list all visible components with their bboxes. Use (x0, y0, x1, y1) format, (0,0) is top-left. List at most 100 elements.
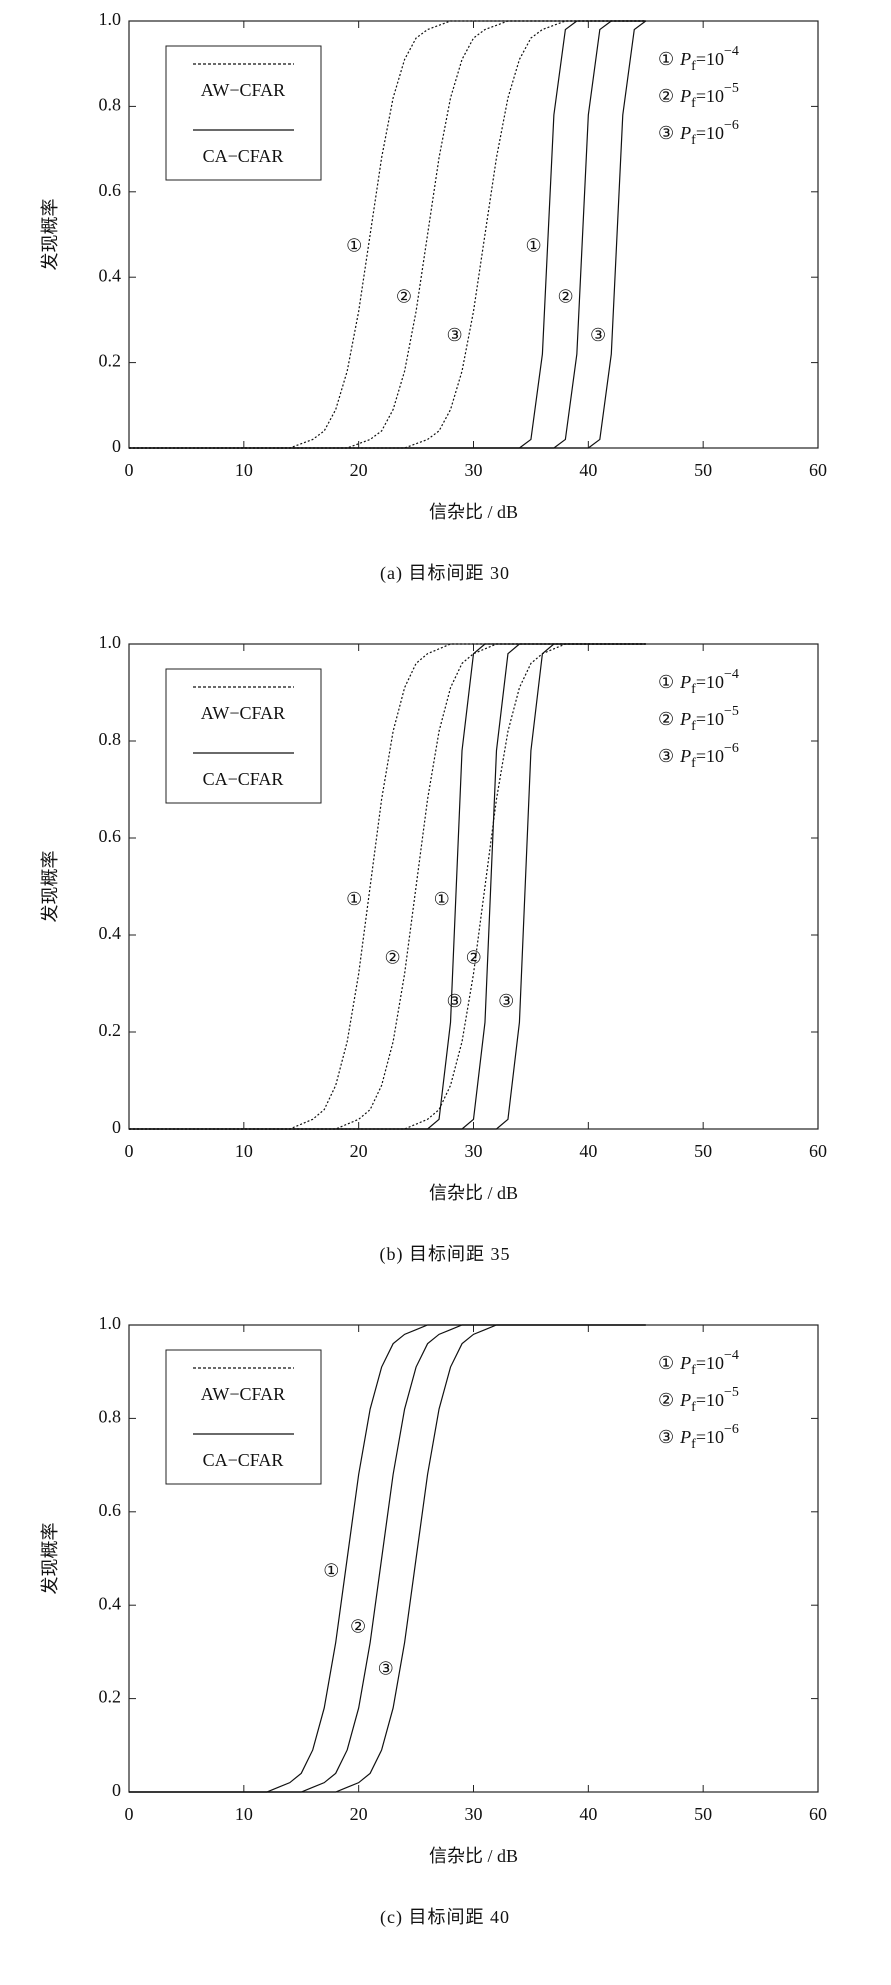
y-tick-label: 0.6 (99, 180, 122, 200)
x-axis-title: 信杂比 / dB (429, 1183, 518, 1203)
curve-label: ② (384, 947, 400, 967)
pf-marker: ③ (658, 1427, 674, 1447)
curve-label: ① (434, 889, 450, 909)
caption: (c) 目标间距 40 (380, 1907, 510, 1928)
pf-symbol: P (679, 709, 691, 729)
pf-base: =10 (696, 1353, 724, 1373)
y-tick-label: 0.4 (99, 923, 122, 943)
pf-subscript: f (691, 1363, 696, 1378)
pf-exponent: −6 (724, 118, 739, 133)
x-tick-label: 60 (809, 1804, 827, 1824)
curve-label: ① (346, 889, 362, 909)
x-tick-label: 0 (125, 460, 134, 480)
detection-curve (129, 643, 646, 1130)
curve-label: ② (396, 287, 412, 307)
y-axis-title: 发现概率 (40, 1523, 60, 1595)
pf-marker: ③ (658, 123, 674, 143)
pf-symbol: P (679, 672, 691, 692)
curve-label: ① (346, 235, 362, 255)
pf-marker: ③ (658, 746, 674, 766)
chart-panel: 0 10 20 30 40 50 60 0 0.2 0.4 0.6 0.8 1.0 信杂比 / dB 发现概… (40, 9, 827, 584)
pf-exponent: −5 (724, 704, 739, 719)
detection-curve (129, 643, 646, 1130)
pf-marker: ② (658, 709, 674, 729)
pf-subscript: f (691, 756, 696, 771)
pf-base: =10 (696, 672, 724, 692)
x-tick-label: 10 (235, 460, 253, 480)
legend-label: CA−CFAR (203, 1450, 284, 1470)
y-tick-label: 0.2 (99, 1687, 122, 1707)
pf-marker: ① (658, 49, 674, 69)
detection-curve (129, 20, 647, 449)
pf-base: =10 (696, 86, 724, 106)
y-tick-label: 0.2 (99, 351, 122, 371)
x-tick-label: 40 (579, 460, 597, 480)
pf-symbol: P (679, 123, 691, 143)
y-tick-label: 1.0 (99, 632, 122, 652)
pf-base: =10 (696, 49, 724, 69)
x-tick-label: 0 (125, 1804, 134, 1824)
y-tick-label: 0.2 (99, 1020, 122, 1040)
chart-panel: 0 10 20 30 40 50 60 0 0.2 0.4 0.6 0.8 1.0 信杂比 / dB 发现概… (40, 1313, 827, 1928)
pf-exponent: −4 (724, 1348, 739, 1363)
x-tick-label: 10 (235, 1141, 253, 1161)
pf-exponent: −4 (724, 667, 739, 682)
pf-subscript: f (691, 96, 696, 111)
x-tick-label: 40 (579, 1804, 597, 1824)
pf-symbol: P (679, 1427, 691, 1447)
chart-panel: 0 10 20 30 40 50 60 0 0.2 0.4 0.6 0.8 1.0 信杂比 / dB 发现概… (40, 632, 827, 1265)
y-tick-label: 0.8 (99, 95, 122, 115)
pf-symbol: P (679, 1353, 691, 1373)
x-tick-label: 20 (350, 1141, 368, 1161)
pf-exponent: −5 (724, 1385, 739, 1400)
y-tick-label: 1.0 (99, 1313, 122, 1333)
y-axis-title: 发现概率 (40, 199, 60, 271)
x-tick-label: 20 (350, 1804, 368, 1824)
pf-legend-entry: ① Pf=10−4 (658, 1348, 739, 1378)
x-tick-label: 60 (809, 460, 827, 480)
pf-legend-entry: ② Pf=10−5 (658, 1385, 739, 1415)
pf-subscript: f (691, 59, 696, 74)
pf-marker: ② (658, 86, 674, 106)
pf-legend-entry: ② Pf=10−5 (658, 81, 739, 111)
y-tick-label: 0.4 (99, 1593, 122, 1613)
pf-legend-entry: ③ Pf=10−6 (658, 1422, 739, 1452)
y-tick-label: 0 (112, 436, 121, 456)
detection-curve (129, 1324, 646, 1793)
pf-base: =10 (696, 1427, 724, 1447)
y-tick-label: 0.6 (99, 1500, 122, 1520)
legend-box (165, 668, 322, 804)
pf-symbol: P (679, 86, 691, 106)
pf-legend-entry: ① Pf=10−4 (658, 44, 739, 74)
x-tick-label: 40 (579, 1141, 597, 1161)
y-axis-title: 发现概率 (40, 851, 60, 923)
pf-symbol: P (679, 1390, 691, 1410)
x-tick-label: 30 (465, 1141, 483, 1161)
pf-exponent: −6 (724, 741, 739, 756)
x-tick-label: 20 (350, 460, 368, 480)
caption: (b) 目标间距 35 (380, 1244, 511, 1265)
pf-marker: ① (658, 672, 674, 692)
x-tick-label: 50 (694, 1141, 712, 1161)
pf-base: =10 (696, 1390, 724, 1410)
x-tick-label: 10 (235, 1804, 253, 1824)
pf-subscript: f (691, 719, 696, 734)
legend-label: AW−CFAR (201, 703, 285, 723)
x-axis-title: 信杂比 / dB (429, 1846, 518, 1866)
y-tick-label: 0.8 (99, 1407, 122, 1427)
y-tick-label: 1.0 (99, 9, 122, 29)
pf-subscript: f (691, 1437, 696, 1452)
pf-subscript: f (691, 682, 696, 697)
x-tick-label: 0 (125, 1141, 134, 1161)
legend-box (165, 45, 322, 181)
curve-label: ① (323, 1561, 339, 1581)
curve-label: ② (557, 287, 573, 307)
pf-marker: ② (658, 1390, 674, 1410)
x-tick-label: 50 (694, 460, 712, 480)
pf-subscript: f (691, 133, 696, 148)
legend-label: AW−CFAR (201, 80, 285, 100)
legend-label: AW−CFAR (201, 1384, 285, 1404)
pf-marker: ① (658, 1353, 674, 1373)
pf-legend-entry: ③ Pf=10−6 (658, 118, 739, 148)
